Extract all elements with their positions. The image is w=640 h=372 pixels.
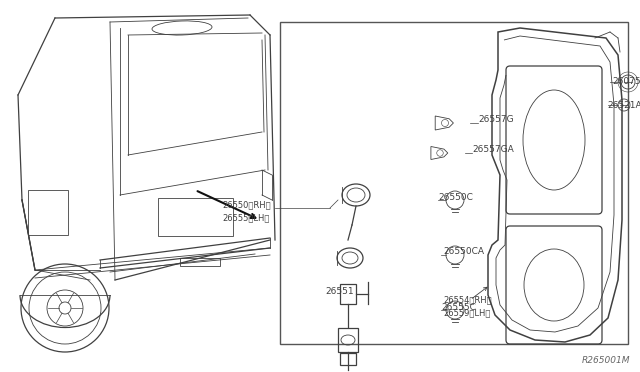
Bar (340, 284, 356, 304)
Text: 26550C: 26550C (438, 192, 473, 202)
Text: R265001M: R265001M (582, 356, 630, 365)
Text: 26554〈RH〉: 26554〈RH〉 (443, 295, 492, 305)
Text: 26555〈LH〉: 26555〈LH〉 (222, 214, 269, 222)
Bar (338, 328, 358, 352)
Text: 26559〈LH〉: 26559〈LH〉 (443, 308, 490, 317)
Text: 26075D: 26075D (612, 77, 640, 87)
Text: 26551: 26551 (325, 288, 354, 296)
Text: 26555C: 26555C (441, 302, 476, 311)
Bar (280, 22, 628, 344)
Text: 26550〈RH〉: 26550〈RH〉 (222, 201, 271, 209)
Bar (340, 353, 356, 365)
Bar (180, 258, 220, 266)
Text: 26521A: 26521A (607, 100, 640, 109)
Bar (158, 198, 233, 236)
Text: 26550CA: 26550CA (443, 247, 484, 257)
Text: 26557GA: 26557GA (472, 145, 514, 154)
Bar (28, 190, 68, 235)
Text: 26557G: 26557G (478, 115, 514, 125)
